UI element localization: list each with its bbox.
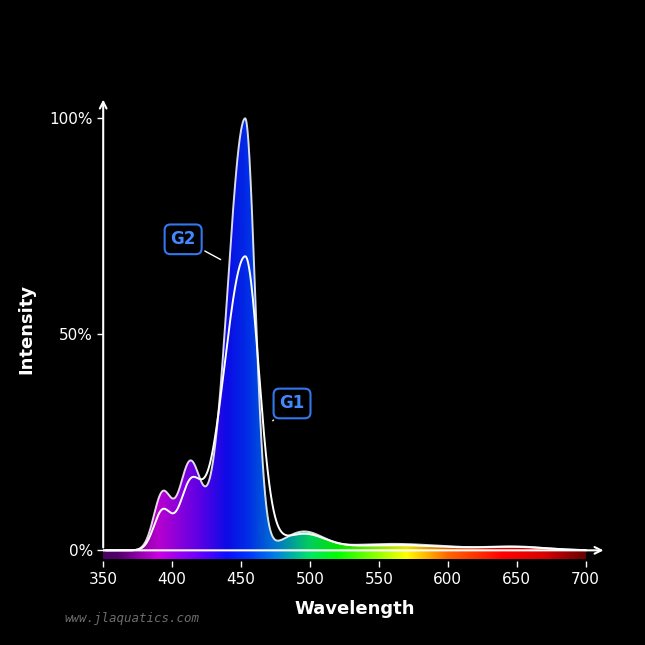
Y-axis label: Intensity: Intensity [17,284,35,374]
Text: G2: G2 [170,230,221,259]
Text: www.jlaquatics.com: www.jlaquatics.com [64,612,199,626]
X-axis label: Wavelength: Wavelength [295,600,415,619]
Text: G1: G1 [273,395,304,421]
